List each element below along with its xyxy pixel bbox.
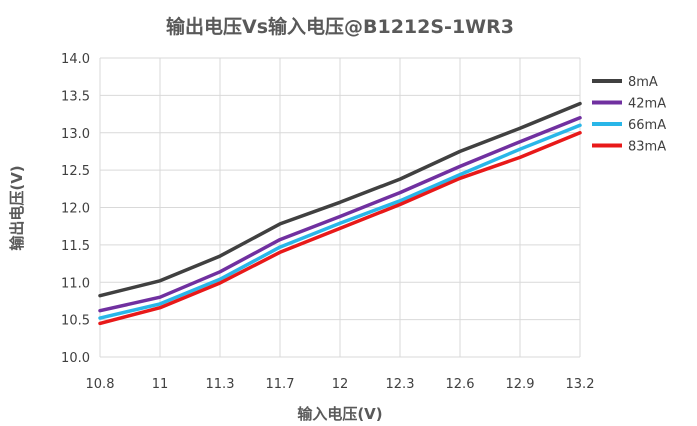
- series-lines: [98, 101, 582, 326]
- x-tick-label: 11.7: [266, 377, 295, 392]
- x-tick-label: 12.6: [446, 377, 475, 392]
- x-tick-label: 11.3: [206, 377, 235, 392]
- series-line-8mA: [98, 101, 582, 298]
- legend-label: 66mA: [628, 118, 666, 133]
- x-axis-ticks: 10.8 11 11.3 11.7 12 12.3 12.6 12.9 13.2: [86, 377, 595, 392]
- grid: [99, 57, 581, 358]
- x-tick-label: 12: [332, 377, 349, 392]
- series-line-83mA: [98, 131, 582, 326]
- legend-item: 42mA: [592, 97, 666, 112]
- y-tick-label: 11.5: [61, 239, 90, 254]
- x-tick-label: 12.9: [506, 377, 535, 392]
- y-tick-label: 13.0: [61, 127, 90, 142]
- y-tick-label: 12.0: [61, 202, 90, 217]
- y-axis-ticks: 10.0 10.5 11.0 11.5 12.0 12.5 13.0 13.5 14.0: [61, 52, 90, 366]
- x-tick-label: 12.3: [386, 377, 415, 392]
- legend-item: 83mA: [592, 140, 666, 155]
- legend: 8mA 42mA 66mA 83mA: [592, 75, 666, 155]
- x-tick-label: 13.2: [566, 377, 595, 392]
- y-tick-label: 10.0: [61, 351, 90, 366]
- y-tick-label: 11.0: [61, 276, 90, 291]
- y-tick-label: 13.5: [61, 89, 90, 104]
- x-axis-title: 输入电压(V): [297, 405, 382, 423]
- y-tick-label: 10.5: [61, 314, 90, 329]
- legend-label: 8mA: [628, 75, 658, 90]
- x-tick-label: 10.8: [86, 377, 115, 392]
- y-tick-label: 14.0: [61, 52, 90, 67]
- legend-label: 83mA: [628, 140, 666, 155]
- series-line-66mA: [98, 123, 582, 320]
- series-line-42mA: [98, 116, 582, 313]
- y-axis-title: 输出电压(V): [8, 165, 26, 250]
- legend-label: 42mA: [628, 97, 666, 112]
- chart-title: 输出电压Vs输入电压@B1212S-1WR3: [166, 15, 514, 38]
- x-tick-label: 11: [152, 377, 169, 392]
- y-tick-label: 12.5: [61, 164, 90, 179]
- legend-item: 66mA: [592, 118, 666, 133]
- legend-item: 8mA: [592, 75, 658, 90]
